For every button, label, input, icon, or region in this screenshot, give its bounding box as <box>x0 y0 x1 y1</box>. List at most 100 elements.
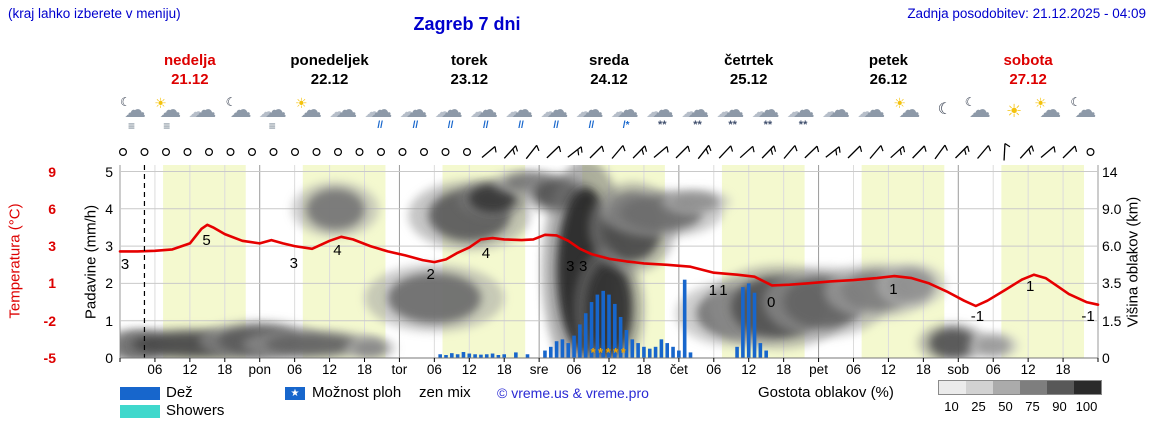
cloud-icon: ☁ <box>335 97 358 122</box>
rain-bar <box>758 343 763 358</box>
temp-value-label: 2 <box>426 265 435 283</box>
x-tick-label: 12 <box>741 362 757 377</box>
rain-bar <box>613 303 617 358</box>
cloud-icon: ☁ <box>159 97 182 122</box>
wind-barb <box>1062 145 1076 159</box>
cloud-icon: ☁ <box>646 104 662 121</box>
moon-icon: ☾ <box>937 101 952 118</box>
wind-barb-tick <box>515 145 519 152</box>
rain-bar <box>630 339 635 358</box>
rain-bar <box>642 346 646 358</box>
day-date: 25.12 <box>729 71 768 88</box>
rain-bar <box>741 287 745 358</box>
x-tick-label: pet <box>809 362 828 377</box>
wind-barb-tick <box>687 145 691 152</box>
temp-value-label: 4 <box>333 242 342 260</box>
snow-icon: ** <box>763 119 773 131</box>
cloud-blob <box>929 328 976 358</box>
wind-barb-tick <box>859 145 863 152</box>
rain-bar <box>484 354 489 358</box>
wind-barb-tick <box>773 145 777 152</box>
frozen-mix-legend-label: zen mix <box>419 384 471 401</box>
day-date: 22.12 <box>310 71 349 88</box>
cloud-density-scale-value: 50 <box>998 399 1013 414</box>
wind-barb-tick <box>641 148 645 155</box>
rain-bar <box>467 353 472 358</box>
weather-icon: ☾ ☁ <box>1068 96 1103 134</box>
wind-barb <box>697 144 710 160</box>
wind-barb <box>546 145 560 159</box>
rain-icon: // <box>447 120 454 131</box>
x-tick-label: 18 <box>356 362 373 377</box>
rain-icon: // <box>377 120 383 131</box>
weather-icon: ☁ ☁ ** <box>646 96 681 134</box>
day-name: ponedeljek <box>290 52 369 69</box>
rain-bar <box>618 316 623 358</box>
wind-barb <box>869 145 882 159</box>
rain-bar <box>624 330 629 358</box>
temp-value-label: 5 <box>202 231 211 249</box>
cloud-density-scale-cell <box>939 381 966 394</box>
rain-bar <box>479 354 483 358</box>
temp-value-label: 3 <box>578 258 588 276</box>
x-tick-label: 12 <box>322 362 338 377</box>
rain-bar <box>589 302 594 358</box>
x-tick-label: 06 <box>426 362 442 377</box>
location-menu-hint: (kraj lahko izberete v meniju) <box>8 6 181 21</box>
cloud-icon: ☁ <box>370 97 393 122</box>
day-name: petek <box>868 52 909 69</box>
wind-barb <box>632 145 646 159</box>
wind-barb-tick <box>512 148 516 155</box>
wind-barb-tick <box>770 148 774 155</box>
wind-barb-tick <box>1074 145 1078 152</box>
cloud-icon: ☁ <box>470 104 486 121</box>
frozen-mix-star: * <box>621 345 627 360</box>
temp-axis-label: Temperatura (°C) <box>6 203 24 319</box>
wind-barb-tick <box>838 146 841 153</box>
x-tick-label: 06 <box>287 362 303 377</box>
weather-icon: ☁ ☁// <box>540 96 575 134</box>
wind-barb-tick <box>705 148 709 155</box>
last-update-label: Zadnja posodobitev: 21.12.2025 - 04:09 <box>907 6 1146 21</box>
wind-barb-tick <box>730 145 734 152</box>
rain-bar <box>560 339 565 358</box>
cloud-icon: ☁ <box>364 104 381 121</box>
weather-icon: ☾ ☁ <box>224 96 259 134</box>
rain-icon: // <box>553 120 559 131</box>
sun-icon: ☀ <box>1034 95 1047 111</box>
cloud-tick-label: 3.5 <box>1102 275 1122 292</box>
wind-barb <box>890 145 904 159</box>
rain-bar <box>677 350 681 358</box>
rain-bar <box>752 292 757 358</box>
rain-bar <box>659 339 664 358</box>
wind-barb <box>1019 145 1033 159</box>
rain-bar <box>578 324 582 358</box>
cloud-icon: ☁ <box>194 97 217 122</box>
weather-icon: ☁ ☁ <box>188 96 223 134</box>
wind-barb-tick <box>708 145 712 152</box>
x-tick-label: tor <box>391 362 408 377</box>
cloud-icon: ☁ <box>258 104 275 121</box>
wind-barb-tick <box>752 146 755 153</box>
rain-bar <box>583 313 588 358</box>
weather-icon: ☁ ☁ ** <box>752 96 787 134</box>
cloud-icon: ☁ <box>610 104 627 121</box>
wind-barb <box>525 144 538 160</box>
wind-barb <box>675 145 689 159</box>
temp-value-label: 4 <box>481 245 491 263</box>
cloud-icon: ☁ <box>1074 97 1097 122</box>
x-tick-label: 12 <box>461 362 477 377</box>
copyright-link[interactable]: © vreme.us & vreme.pro <box>497 385 649 401</box>
wind-barb-tick <box>1028 148 1032 155</box>
x-tick-label: 06 <box>985 362 1001 377</box>
cloud-icon: ☁ <box>1039 97 1062 122</box>
cloud-density-scale-value: 25 <box>971 399 986 414</box>
wind-barb <box>912 145 925 159</box>
x-tick-label: 18 <box>776 362 792 377</box>
frozen-mix-star: * <box>590 345 596 360</box>
cloud-icon: ☁ <box>722 97 745 122</box>
cloud-icon: ☁ <box>540 104 557 121</box>
x-tick-label: 18 <box>1055 362 1071 377</box>
rain-bar <box>665 343 670 358</box>
cloud-icon: ☁ <box>581 97 604 122</box>
